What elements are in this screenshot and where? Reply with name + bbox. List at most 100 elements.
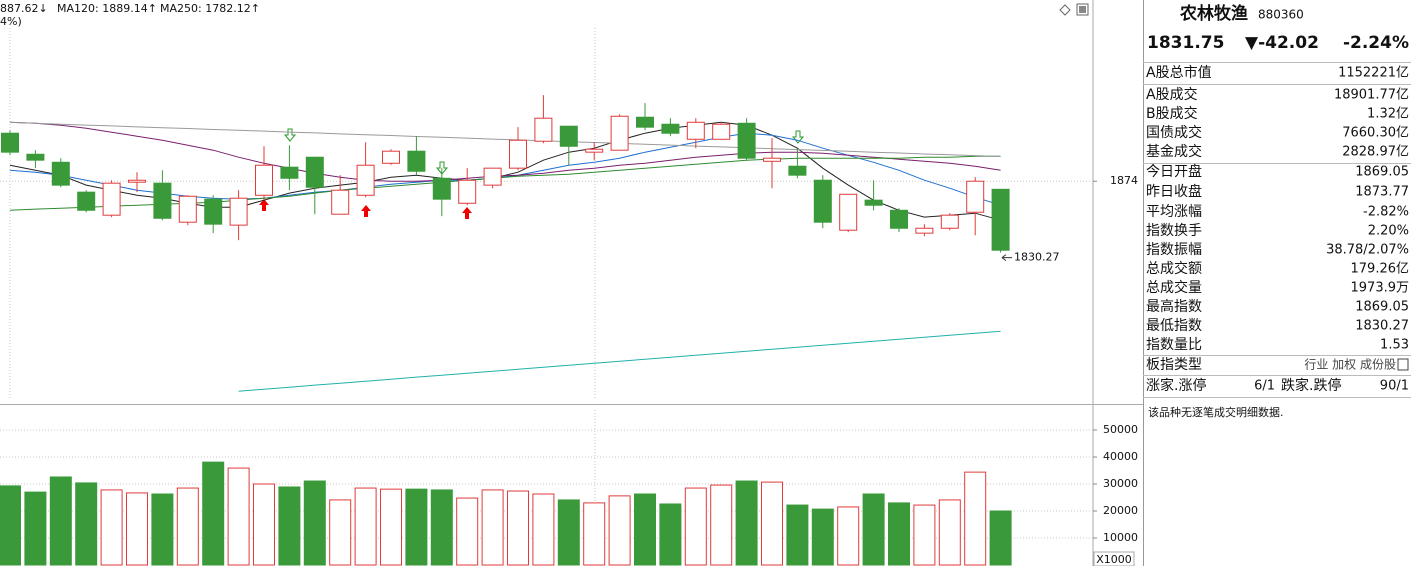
volume-bar [837, 506, 860, 566]
candle-body [534, 117, 553, 142]
window-icon[interactable] [1076, 3, 1089, 16]
candle-body [712, 123, 731, 140]
diamond-icon[interactable] [1059, 4, 1071, 16]
y-tick-label: 1874 [1110, 174, 1138, 187]
row-value: 179.26亿 [1351, 262, 1410, 277]
volume-bar [75, 482, 98, 566]
row-value: 1873.77 [1355, 185, 1409, 200]
candle-body [585, 148, 604, 153]
row-label: 平均涨幅 [1146, 204, 1202, 220]
volume-bar [659, 503, 682, 566]
volume-bar [380, 488, 402, 566]
volume-bar [0, 485, 21, 566]
volume-bar [354, 487, 377, 566]
low-arrow-head [1001, 254, 1007, 262]
volume-bar [227, 467, 250, 566]
volume-bar [786, 504, 809, 566]
signal-arrows [259, 128, 805, 219]
sell-arrow [791, 130, 805, 144]
sell-arrow [435, 161, 449, 175]
candle-body [77, 191, 96, 211]
row-value: 7660.30亿 [1342, 126, 1409, 141]
grid-icon [1397, 358, 1409, 371]
candle-body [991, 188, 1010, 251]
candle-body [864, 199, 883, 206]
sell-arrow [283, 128, 297, 142]
volume-bar [735, 480, 758, 566]
volume-bar [964, 471, 987, 566]
candle-body [839, 193, 858, 231]
volume-bar [507, 490, 529, 566]
panel-note: 该品种无逐笔成交明细数据. [1148, 405, 1284, 419]
row-label: 板指类型 [1146, 357, 1202, 373]
volume-unit: X1000 [1096, 553, 1132, 566]
ma-line [9, 121, 1001, 182]
price: 1831.75 [1147, 33, 1224, 53]
volume-bar [24, 491, 47, 566]
row-value: 1152221亿 [1338, 66, 1409, 81]
volume-bar [481, 489, 504, 566]
ma-line [238, 330, 1001, 392]
volume-bar [430, 489, 453, 566]
volume-bar [49, 476, 72, 566]
candle-body [915, 227, 934, 234]
row-label: 指数量比 [1146, 337, 1202, 353]
candle-body [788, 165, 807, 176]
volume-bar [456, 497, 479, 566]
buy-arrow [259, 199, 269, 211]
volume-bar [176, 487, 199, 566]
row-label: 昨日收盘 [1146, 183, 1202, 200]
candle-body [940, 214, 959, 229]
indicator-label: 887.62↓ [0, 2, 48, 15]
toolbar-icons[interactable] [1059, 3, 1089, 16]
breadth-up-value: 6/1 [1254, 379, 1275, 394]
window-icon-inner [1079, 6, 1086, 13]
volume-bar [151, 493, 174, 566]
volume-bar [862, 493, 885, 566]
candle-body [890, 209, 908, 229]
y-tick-label: 20000 [1103, 504, 1138, 517]
row-value: 18901.77亿 [1334, 88, 1409, 103]
candle-body [178, 195, 197, 223]
volume-bar [913, 504, 936, 566]
candle-body [331, 189, 350, 215]
candle-body [204, 198, 223, 225]
candle-body [102, 182, 121, 216]
row-value: 1973.9万 [1351, 281, 1410, 296]
index-code: 880360 [1258, 8, 1304, 22]
row-label: 指数换手 [1146, 222, 1202, 239]
indicator-sub: 4%) [0, 15, 22, 28]
indicator-label: MA250: 1782.12↑ [160, 2, 260, 15]
row-label: B股成交 [1146, 105, 1198, 122]
candle-body [255, 164, 273, 196]
volume-bar [634, 493, 656, 566]
change-pct: -2.24% [1343, 33, 1409, 53]
candle-body [305, 156, 324, 188]
candle-body [661, 123, 680, 134]
candle-body [280, 166, 299, 179]
y-tick-label: 40000 [1103, 450, 1138, 463]
y-tick-label: 50000 [1103, 423, 1138, 436]
row-value: 1.32亿 [1367, 107, 1409, 122]
volume-bar [100, 489, 123, 566]
candle-body [229, 197, 248, 226]
volume-bar [405, 488, 428, 566]
candle-body [813, 179, 832, 223]
buy-arrow [361, 205, 371, 217]
row-value: 1.53 [1380, 338, 1409, 353]
candle-body [382, 150, 400, 164]
y-tick-label: 10000 [1103, 531, 1138, 544]
breadth-down-label: 跌家.跌停 [1281, 377, 1341, 394]
volume-bar [303, 480, 326, 566]
candle-body [128, 179, 146, 183]
candle-body [737, 122, 756, 159]
candle-body [356, 164, 375, 196]
candle-body [610, 115, 629, 151]
candle-body [686, 121, 705, 140]
volume-bar [989, 510, 1012, 566]
row-label: 最高指数 [1146, 298, 1202, 315]
row-value: 2828.97亿 [1342, 145, 1409, 160]
index-name: 农林牧渔 [1179, 3, 1248, 24]
row-label: 最低指数 [1146, 318, 1202, 334]
volume-bar [608, 495, 631, 566]
